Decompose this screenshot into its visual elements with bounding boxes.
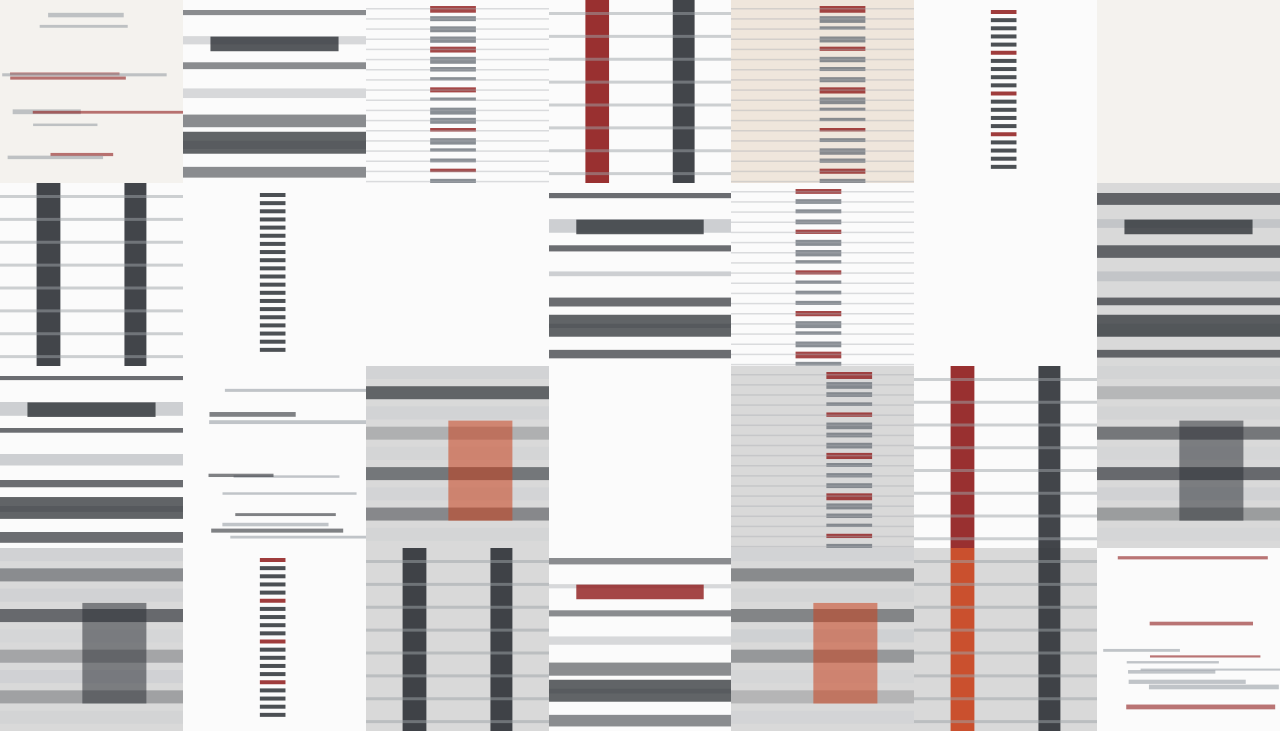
tile-r2-c5 [731, 183, 914, 366]
tile-r4-c7 [1097, 548, 1280, 731]
tile-r1-c5 [731, 0, 914, 183]
tile-r1-c6 [914, 0, 1097, 183]
tile-r2-c7 [1097, 183, 1280, 366]
tile-r4-c6 [914, 548, 1097, 731]
tile-r4-c1 [0, 548, 183, 731]
tile-r1-c7 [1097, 0, 1280, 183]
tile-r4-c3 [366, 548, 549, 731]
tile-r3-c2 [183, 366, 366, 548]
tile-r3-c3 [366, 366, 549, 548]
tile-r1-c2 [183, 0, 366, 183]
tile-r2-c6 [914, 183, 1097, 366]
tile-r1-c4 [549, 0, 731, 183]
tile-r3-c7 [1097, 366, 1280, 548]
tile-r2-c2 [183, 183, 366, 366]
tile-r4-c5 [731, 548, 914, 731]
tile-r2-c4 [549, 183, 731, 366]
tile-r1-c1 [0, 0, 183, 183]
tile-r3-c6 [914, 366, 1097, 548]
tile-r4-c4 [549, 548, 731, 731]
tile-r3-c4 [549, 366, 731, 548]
tile-r2-c1 [0, 183, 183, 366]
tile-r4-c2 [183, 548, 366, 731]
tile-r3-c1 [0, 366, 183, 548]
tile-r3-c5 [731, 366, 914, 548]
tile-r1-c3 [366, 0, 549, 183]
tile-r2-c3 [366, 183, 549, 366]
